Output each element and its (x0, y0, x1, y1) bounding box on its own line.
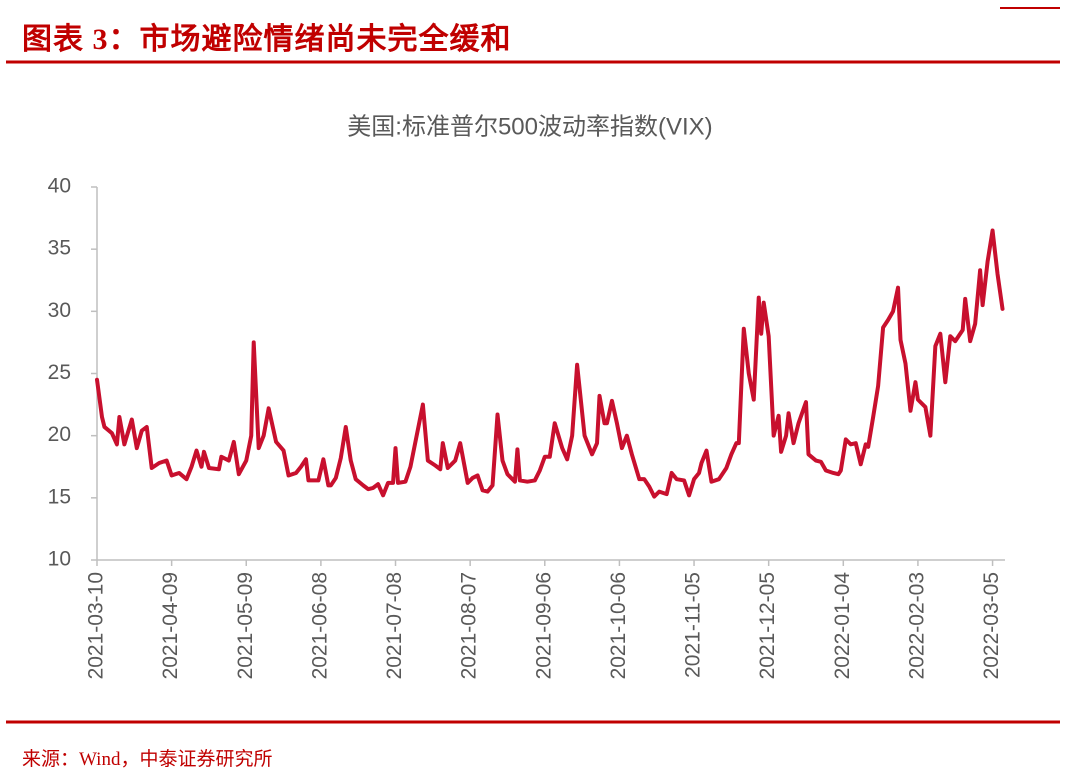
y-tick-label: 25 (48, 361, 71, 384)
y-tick-label: 15 (48, 485, 71, 508)
x-tick-label: 2021-11-05 (682, 572, 705, 678)
x-tick-label: 2021-03-10 (85, 572, 108, 679)
x-tick-label: 2022-02-03 (905, 572, 928, 679)
x-tick-label: 2021-05-09 (234, 572, 257, 679)
x-tick-label: 2021-04-09 (159, 572, 182, 679)
x-tick-label: 2021-08-07 (458, 572, 481, 679)
x-tick-label: 2022-03-05 (980, 572, 1003, 679)
vix-line (95, 228, 1005, 499)
x-tick-label: 2021-07-08 (383, 572, 406, 679)
report-title: 图表 3：市场避险情绪尚未完全缓和 (22, 23, 512, 56)
y-tick-label: 30 (48, 299, 71, 322)
x-tick-label: 2022-01-04 (831, 572, 854, 680)
y-tick-label: 10 (48, 548, 71, 571)
x-tick-label: 2021-06-08 (308, 572, 331, 679)
y-tick-label: 20 (48, 423, 71, 446)
x-tick-label: 2021-10-06 (607, 572, 630, 679)
y-tick-label: 40 (48, 175, 71, 198)
source-note: 来源：Wind，中泰证券研究所 (22, 749, 273, 770)
x-tick-label: 2021-09-06 (532, 572, 555, 679)
x-tick-label: 2021-12-05 (756, 572, 779, 679)
y-tick-label: 35 (48, 237, 71, 260)
chart-title: 美国:标准普尔500波动率指数(VIX) (347, 113, 712, 140)
